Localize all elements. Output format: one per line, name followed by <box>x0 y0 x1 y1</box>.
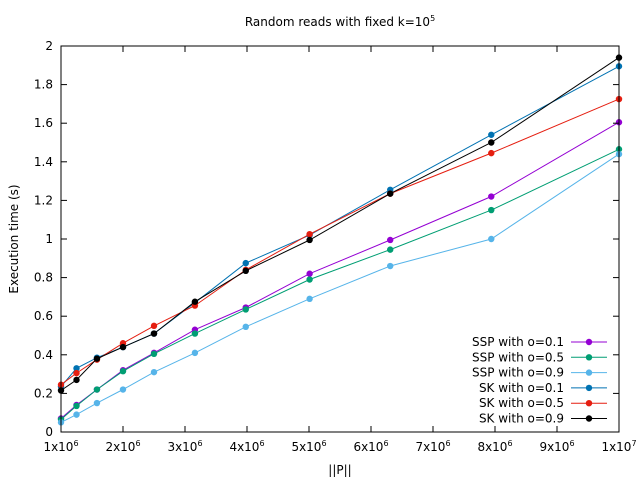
series-layer <box>57 54 623 426</box>
y-tick-label: 0 <box>45 425 53 439</box>
data-point <box>73 376 80 384</box>
data-point <box>93 355 101 362</box>
data-point <box>73 369 80 377</box>
x-tick-label: 8x106 <box>477 439 512 454</box>
legend-label: SSP with o=0.9 <box>472 366 564 380</box>
data-point <box>488 206 495 214</box>
x-tick-label: 7x106 <box>415 439 450 454</box>
y-tick-label: 1.6 <box>34 116 53 130</box>
y-tick-label: 0.4 <box>34 348 53 362</box>
x-tick-label: 9x106 <box>539 439 574 454</box>
x-tick-label: 5x106 <box>291 439 326 454</box>
x-tick-label: 2x106 <box>105 439 140 454</box>
data-point <box>150 368 158 376</box>
legend-marker <box>585 354 593 361</box>
data-point <box>306 230 313 238</box>
data-point <box>191 330 199 337</box>
data-point <box>488 131 495 138</box>
data-point <box>191 298 199 305</box>
y-axis: 0 0.2 0.4 0.6 0.8 1 1.2 1.4 1.6 1.8 2 <box>34 39 619 439</box>
legend-label: SSP with o=0.5 <box>472 350 564 364</box>
data-point <box>242 267 249 275</box>
chart-title: Random reads with fixed k=105 <box>245 14 435 29</box>
x-tick-label: 6x106 <box>353 439 388 454</box>
legend-label: SSP with o=0.1 <box>472 335 564 349</box>
x-tick-label: 3x106 <box>167 439 202 454</box>
y-tick-label: 0.8 <box>34 271 53 285</box>
legend-label: SK with o=0.9 <box>479 412 564 426</box>
data-point <box>242 306 249 313</box>
data-point <box>306 236 313 244</box>
y-tick-label: 1.8 <box>34 78 53 92</box>
y-tick-label: 1.2 <box>34 193 53 207</box>
data-point <box>387 190 394 197</box>
data-point <box>306 276 313 283</box>
legend-marker <box>585 415 593 422</box>
x-tick-label: 1x107 <box>601 439 636 454</box>
data-point <box>119 343 127 351</box>
data-point <box>150 350 158 358</box>
data-point <box>488 149 495 157</box>
data-point <box>387 262 394 270</box>
y-tick-label: 1 <box>45 232 53 246</box>
data-point <box>73 402 80 410</box>
data-point <box>488 193 495 200</box>
y-tick-label: 0.2 <box>34 386 53 400</box>
data-point <box>119 368 127 375</box>
data-point <box>488 139 495 146</box>
y-tick-label: 0.6 <box>34 309 53 323</box>
data-point <box>387 236 394 244</box>
x-tick-label: 4x106 <box>229 439 264 454</box>
y-tick-label: 1.4 <box>34 155 53 169</box>
x-tick-label: 1x106 <box>43 439 78 454</box>
data-point <box>387 246 394 253</box>
data-point <box>306 270 313 277</box>
data-point <box>93 399 101 407</box>
data-point <box>242 323 249 331</box>
legend-label: SK with o=0.5 <box>479 396 564 410</box>
data-point <box>93 386 101 393</box>
data-point <box>150 330 158 337</box>
y-axis-label: Execution time (s) <box>7 184 21 293</box>
data-point <box>150 322 158 330</box>
data-point <box>242 259 249 267</box>
legend-marker <box>585 384 593 392</box>
legend-marker <box>585 400 593 407</box>
data-point <box>306 295 313 303</box>
data-point <box>119 386 127 393</box>
legend-marker <box>585 369 593 376</box>
x-axis-label: ||P|| <box>328 463 351 477</box>
data-point <box>73 365 80 372</box>
data-point <box>73 411 80 418</box>
y-tick-label: 2 <box>45 39 53 53</box>
x-axis: 1x106 2x106 3x106 4x106 5x106 6x106 7x106 8x106… <box>43 46 637 454</box>
data-point <box>488 235 495 243</box>
legend-marker <box>585 338 593 346</box>
legend-label: SK with o=0.1 <box>479 381 564 395</box>
data-point <box>191 349 199 357</box>
